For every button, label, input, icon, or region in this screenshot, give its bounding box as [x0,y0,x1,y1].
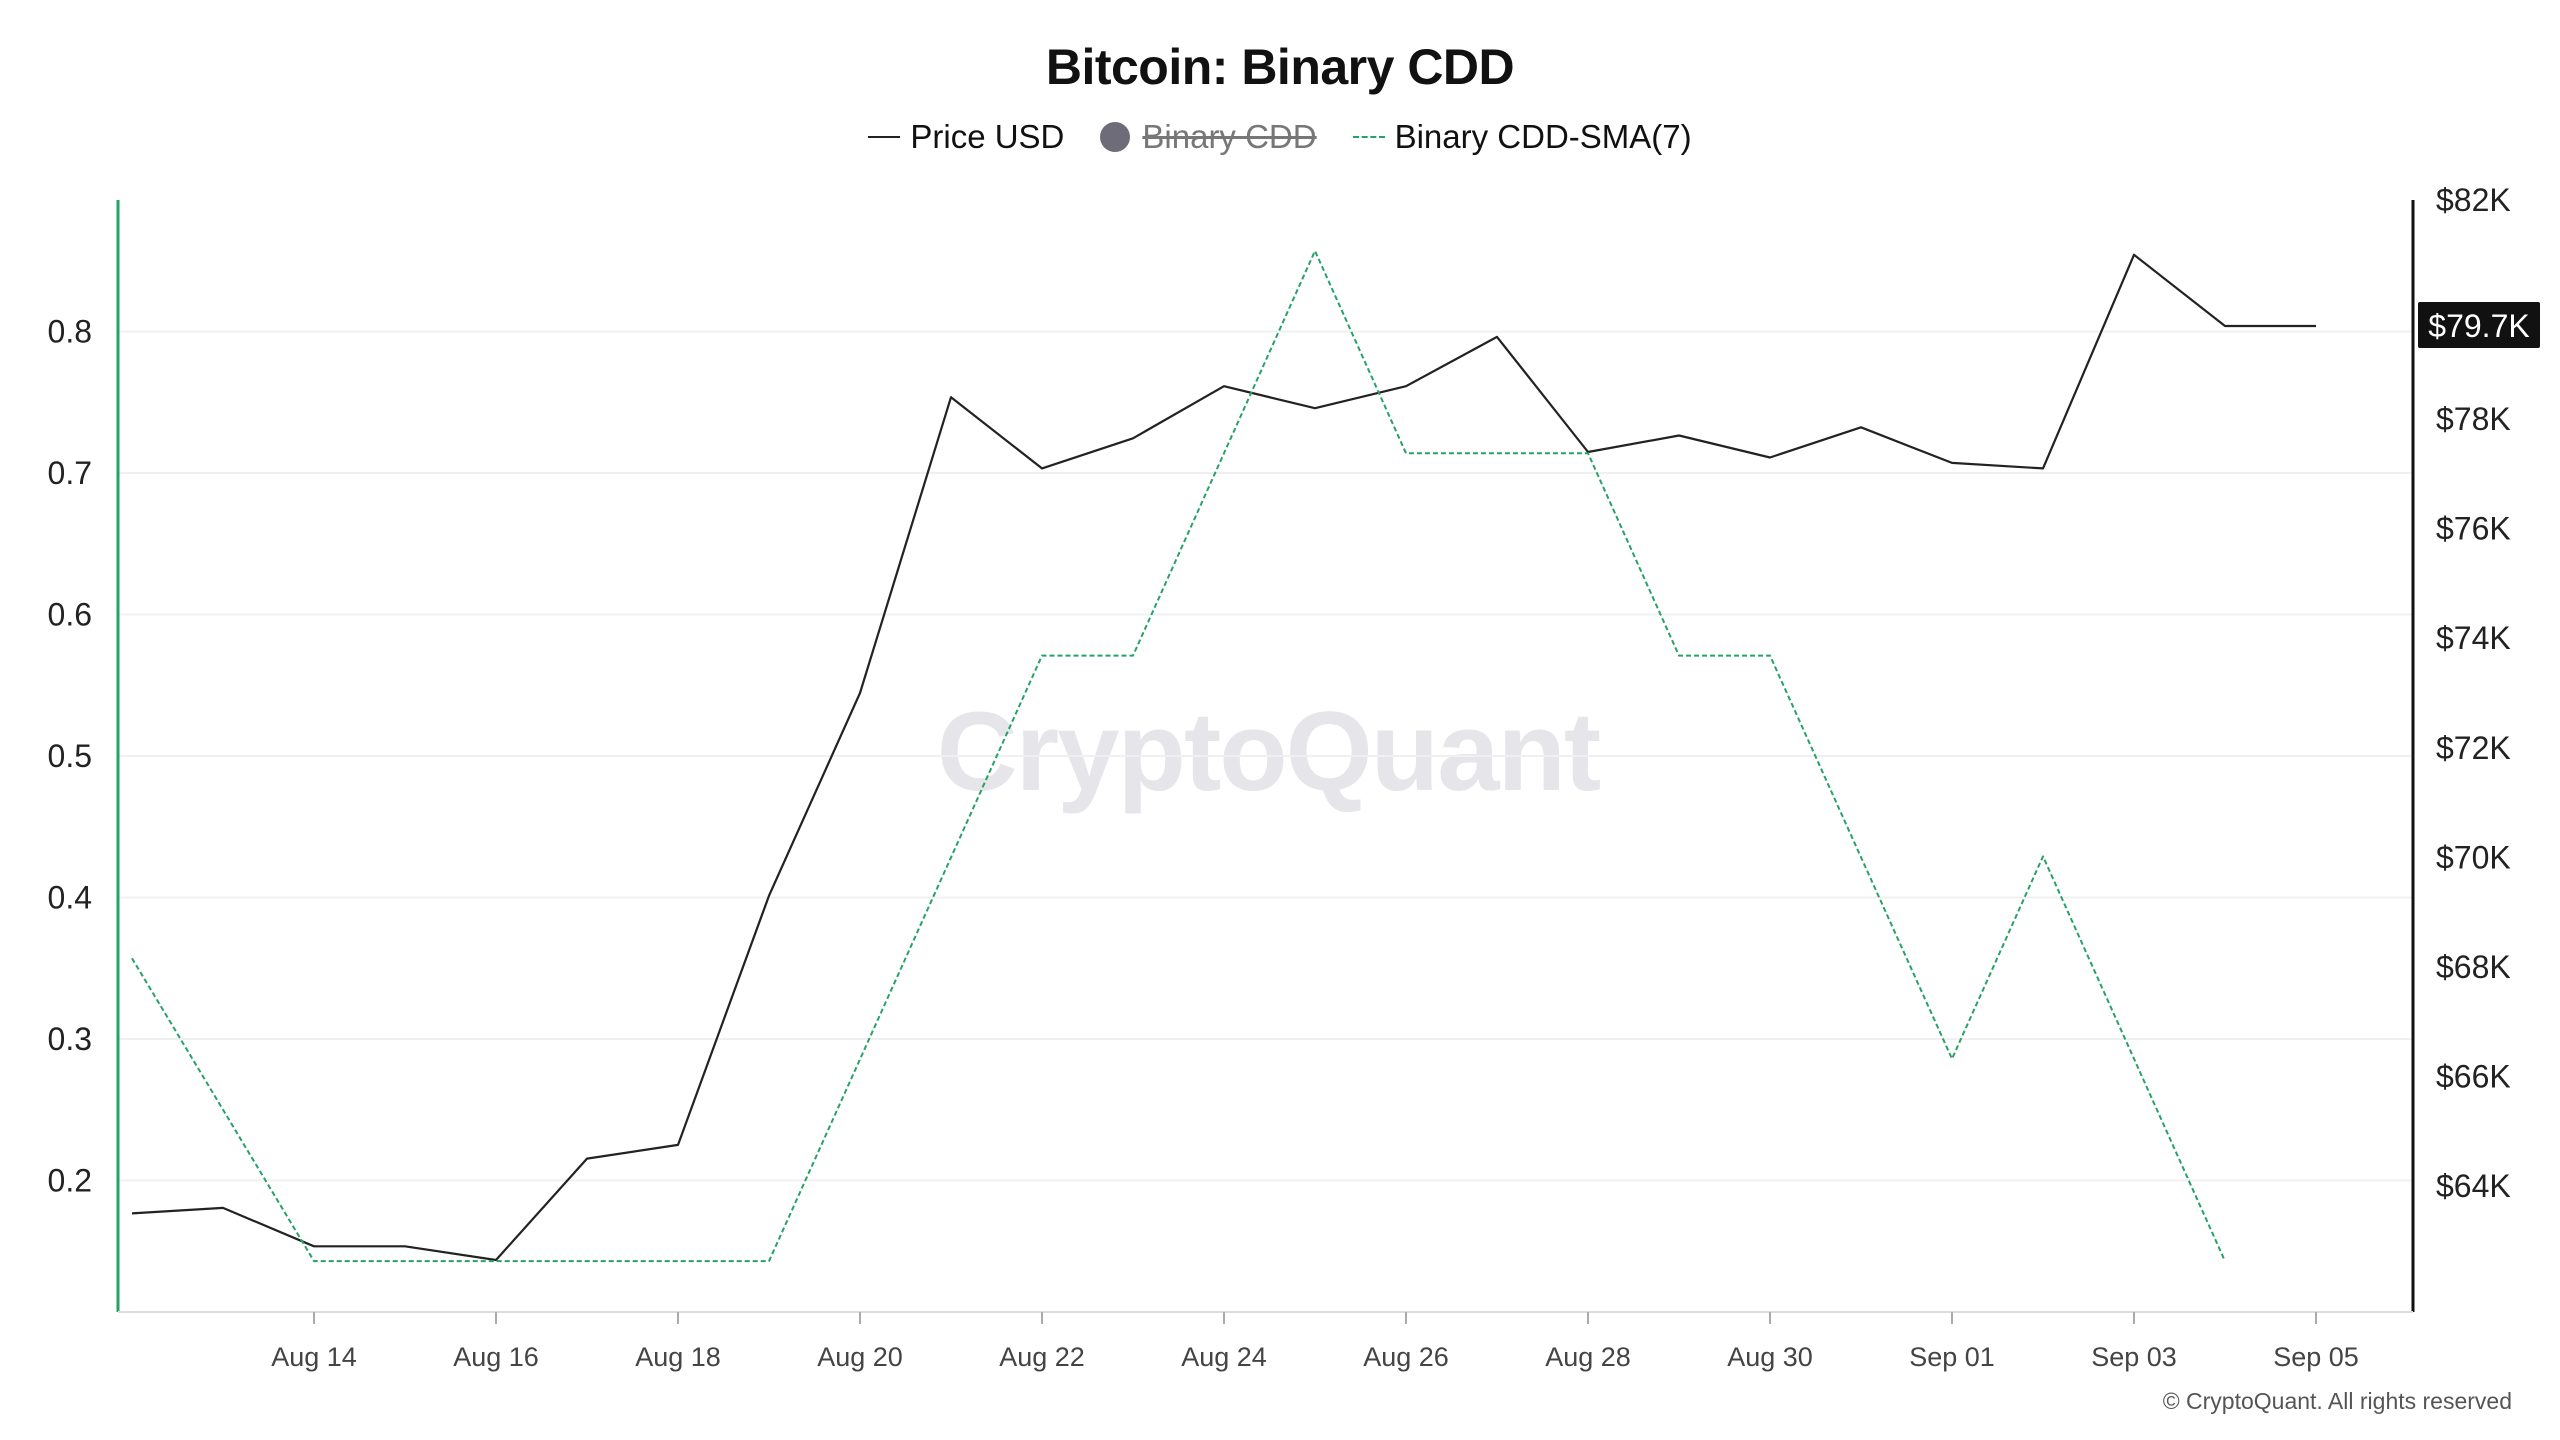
x-tick-label: Aug 24 [1181,1342,1267,1372]
right-tick-label: $74K [2436,620,2511,656]
left-axis-ticks: 0.8 0.7 0.6 0.5 0.4 0.3 0.2 [48,314,92,1199]
x-tick-label: Aug 28 [1545,1342,1631,1372]
watermark: CryptoQuant [937,689,1600,814]
series-line-binary-cdd-sma7 [131,249,2226,1263]
legend-item-binary-cdd-sma[interactable]: Binary CDD-SMA(7) [1352,118,1692,156]
right-tick-label: $78K [2436,401,2511,437]
left-tick-label: 0.3 [48,1021,92,1057]
right-axis-ticks: $82K $78K $76K $74K $72K $70K $68K $66K $64K [2436,182,2511,1204]
left-tick-label: 0.5 [48,738,92,774]
x-tick-label: Sep 03 [2091,1342,2177,1372]
chart-legend: Price USD Binary CDD Binary CDD-SMA(7) [0,118,2560,156]
x-tick-label: Aug 22 [999,1342,1085,1372]
left-tick-label: 0.7 [48,455,92,491]
right-tick-label: $82K [2436,182,2511,218]
legend-label: Binary CDD [1142,118,1317,155]
x-tick-label: Aug 26 [1363,1342,1449,1372]
chart-title: Bitcoin: Binary CDD [1045,39,1515,95]
copyright-notice: © CryptoQuant. All rights reserved [2162,1388,2512,1414]
line-swatch-icon [868,136,901,138]
x-tick-label: Aug 16 [453,1342,539,1372]
dashed-swatch-icon [1352,136,1385,138]
svg-text:$79.7K: $79.7K [2428,308,2529,344]
x-tick-label: Sep 05 [2273,1342,2359,1372]
x-tick-label: Aug 14 [271,1342,357,1372]
current-price-badge: $79.7K [2418,301,2540,348]
x-axis-ticks: Aug 14 Aug 16 Aug 18 Aug 20 Aug 22 Aug 24 Aug … [271,1312,2359,1372]
legend-item-price-usd[interactable]: Price USD [868,118,1064,156]
left-tick-label: 0.2 [48,1162,92,1198]
left-tick-label: 0.6 [48,597,92,633]
series-lines [131,249,2316,1263]
right-tick-label: $76K [2436,511,2511,547]
series-line-price-usd [131,253,2316,1262]
right-tick-label: $70K [2436,839,2511,875]
legend-label: Price USD [910,118,1065,155]
left-tick-label: 0.4 [48,879,92,915]
right-tick-label: $66K [2436,1058,2511,1094]
legend-item-binary-cdd[interactable]: Binary CDD [1100,118,1317,156]
right-tick-label: $72K [2436,730,2511,766]
grid-lines [118,330,2413,1182]
x-tick-label: Aug 30 [1727,1342,1813,1372]
left-tick-label: 0.8 [48,314,92,350]
x-tick-label: Aug 18 [635,1342,721,1372]
x-tick-label: Aug 20 [817,1342,903,1372]
x-tick-label: Sep 01 [1909,1342,1995,1372]
dot-swatch-icon [1100,122,1131,152]
right-tick-label: $64K [2436,1168,2511,1204]
legend-label: Binary CDD-SMA(7) [1394,118,1692,155]
right-tick-label: $68K [2436,949,2511,985]
